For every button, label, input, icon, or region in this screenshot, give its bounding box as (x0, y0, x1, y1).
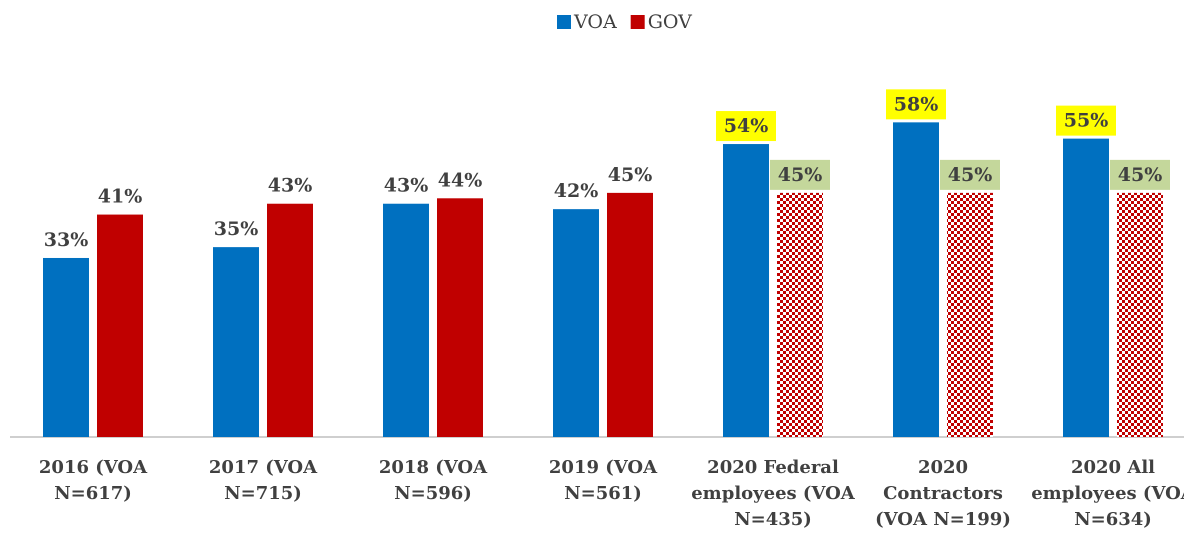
label-background (1110, 159, 1170, 190)
bar (213, 247, 259, 437)
legend-label: VOA (573, 11, 617, 33)
value-label: 41% (98, 186, 143, 208)
x-tick-label: 2020 Contractors (VOA N=199) (875, 457, 1011, 530)
x-tick-label: 2017 (VOA N=715) (208, 457, 318, 504)
value-label: 45% (1118, 164, 1163, 186)
value-label: 45% (778, 164, 823, 186)
bar (607, 192, 653, 437)
x-tick-label: 2016 (VOA N=617) (38, 457, 148, 504)
value-label: 45% (608, 164, 653, 186)
bar (947, 192, 993, 437)
label-background (716, 111, 776, 142)
value-label: 42% (554, 180, 599, 202)
bar (97, 214, 143, 437)
bar (723, 144, 769, 438)
label-background (886, 89, 946, 120)
label-background (940, 159, 1000, 190)
value-label: 55% (1064, 110, 1109, 132)
value-label: 58% (894, 93, 939, 115)
x-tick-label: 2019 (VOA N=561) (548, 457, 658, 504)
bar (383, 203, 429, 437)
label-background (1056, 105, 1116, 136)
x-tick-label: 2018 (VOA N=596) (378, 457, 488, 504)
legend-swatch (630, 15, 645, 29)
bar (1063, 138, 1109, 437)
legend-swatch (557, 15, 571, 29)
x-tick-label: 2020 Federal employees (VOA N=435) (691, 457, 855, 530)
bar (437, 198, 483, 437)
value-label: 33% (44, 229, 89, 251)
value-label: 43% (384, 175, 429, 197)
bar (553, 209, 599, 437)
x-tick-label: 2020 All employees (VOA N=634) (1031, 457, 1184, 530)
bar (777, 192, 823, 437)
value-label: 45% (948, 164, 993, 186)
value-label: 35% (214, 218, 259, 240)
bar (267, 203, 313, 437)
value-label: 43% (268, 175, 313, 197)
bar (893, 122, 939, 437)
value-label: 54% (724, 115, 769, 137)
label-background (770, 159, 830, 190)
bar (43, 257, 89, 437)
bar (1117, 192, 1163, 437)
legend-label: GOV (648, 11, 692, 33)
value-label: 44% (438, 169, 483, 191)
